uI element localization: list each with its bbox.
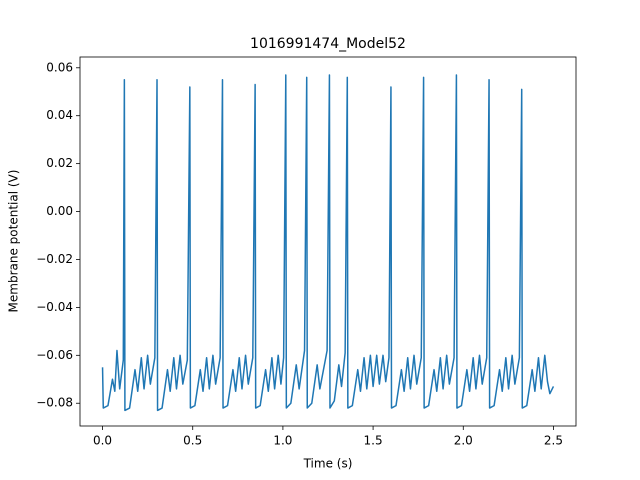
y-tick-label: −0.06 — [36, 348, 73, 362]
y-tick-label: 0.04 — [46, 108, 73, 122]
y-axis-label: Membrane potential (V) — [7, 170, 21, 313]
y-tick-label: −0.04 — [36, 300, 73, 314]
y-tick-label: 0.02 — [46, 156, 73, 170]
y-tick-label: 0.06 — [46, 60, 73, 74]
x-tick-label: 2.0 — [454, 434, 473, 448]
y-tick-label: −0.08 — [36, 396, 73, 410]
x-tick-label: 1.0 — [273, 434, 292, 448]
y-tick-label: −0.02 — [36, 252, 73, 266]
x-tick-label: 0.0 — [93, 434, 112, 448]
x-axis-label: Time (s) — [303, 457, 353, 471]
x-tick-label: 2.5 — [544, 434, 563, 448]
x-tick-label: 0.5 — [183, 434, 202, 448]
plot-frame — [79, 56, 577, 427]
trace-line — [101, 74, 555, 412]
chart-title: 1016991474_Model52 — [250, 36, 406, 52]
x-tick-label: 1.5 — [364, 434, 383, 448]
y-tick-label: 0.00 — [46, 204, 73, 218]
